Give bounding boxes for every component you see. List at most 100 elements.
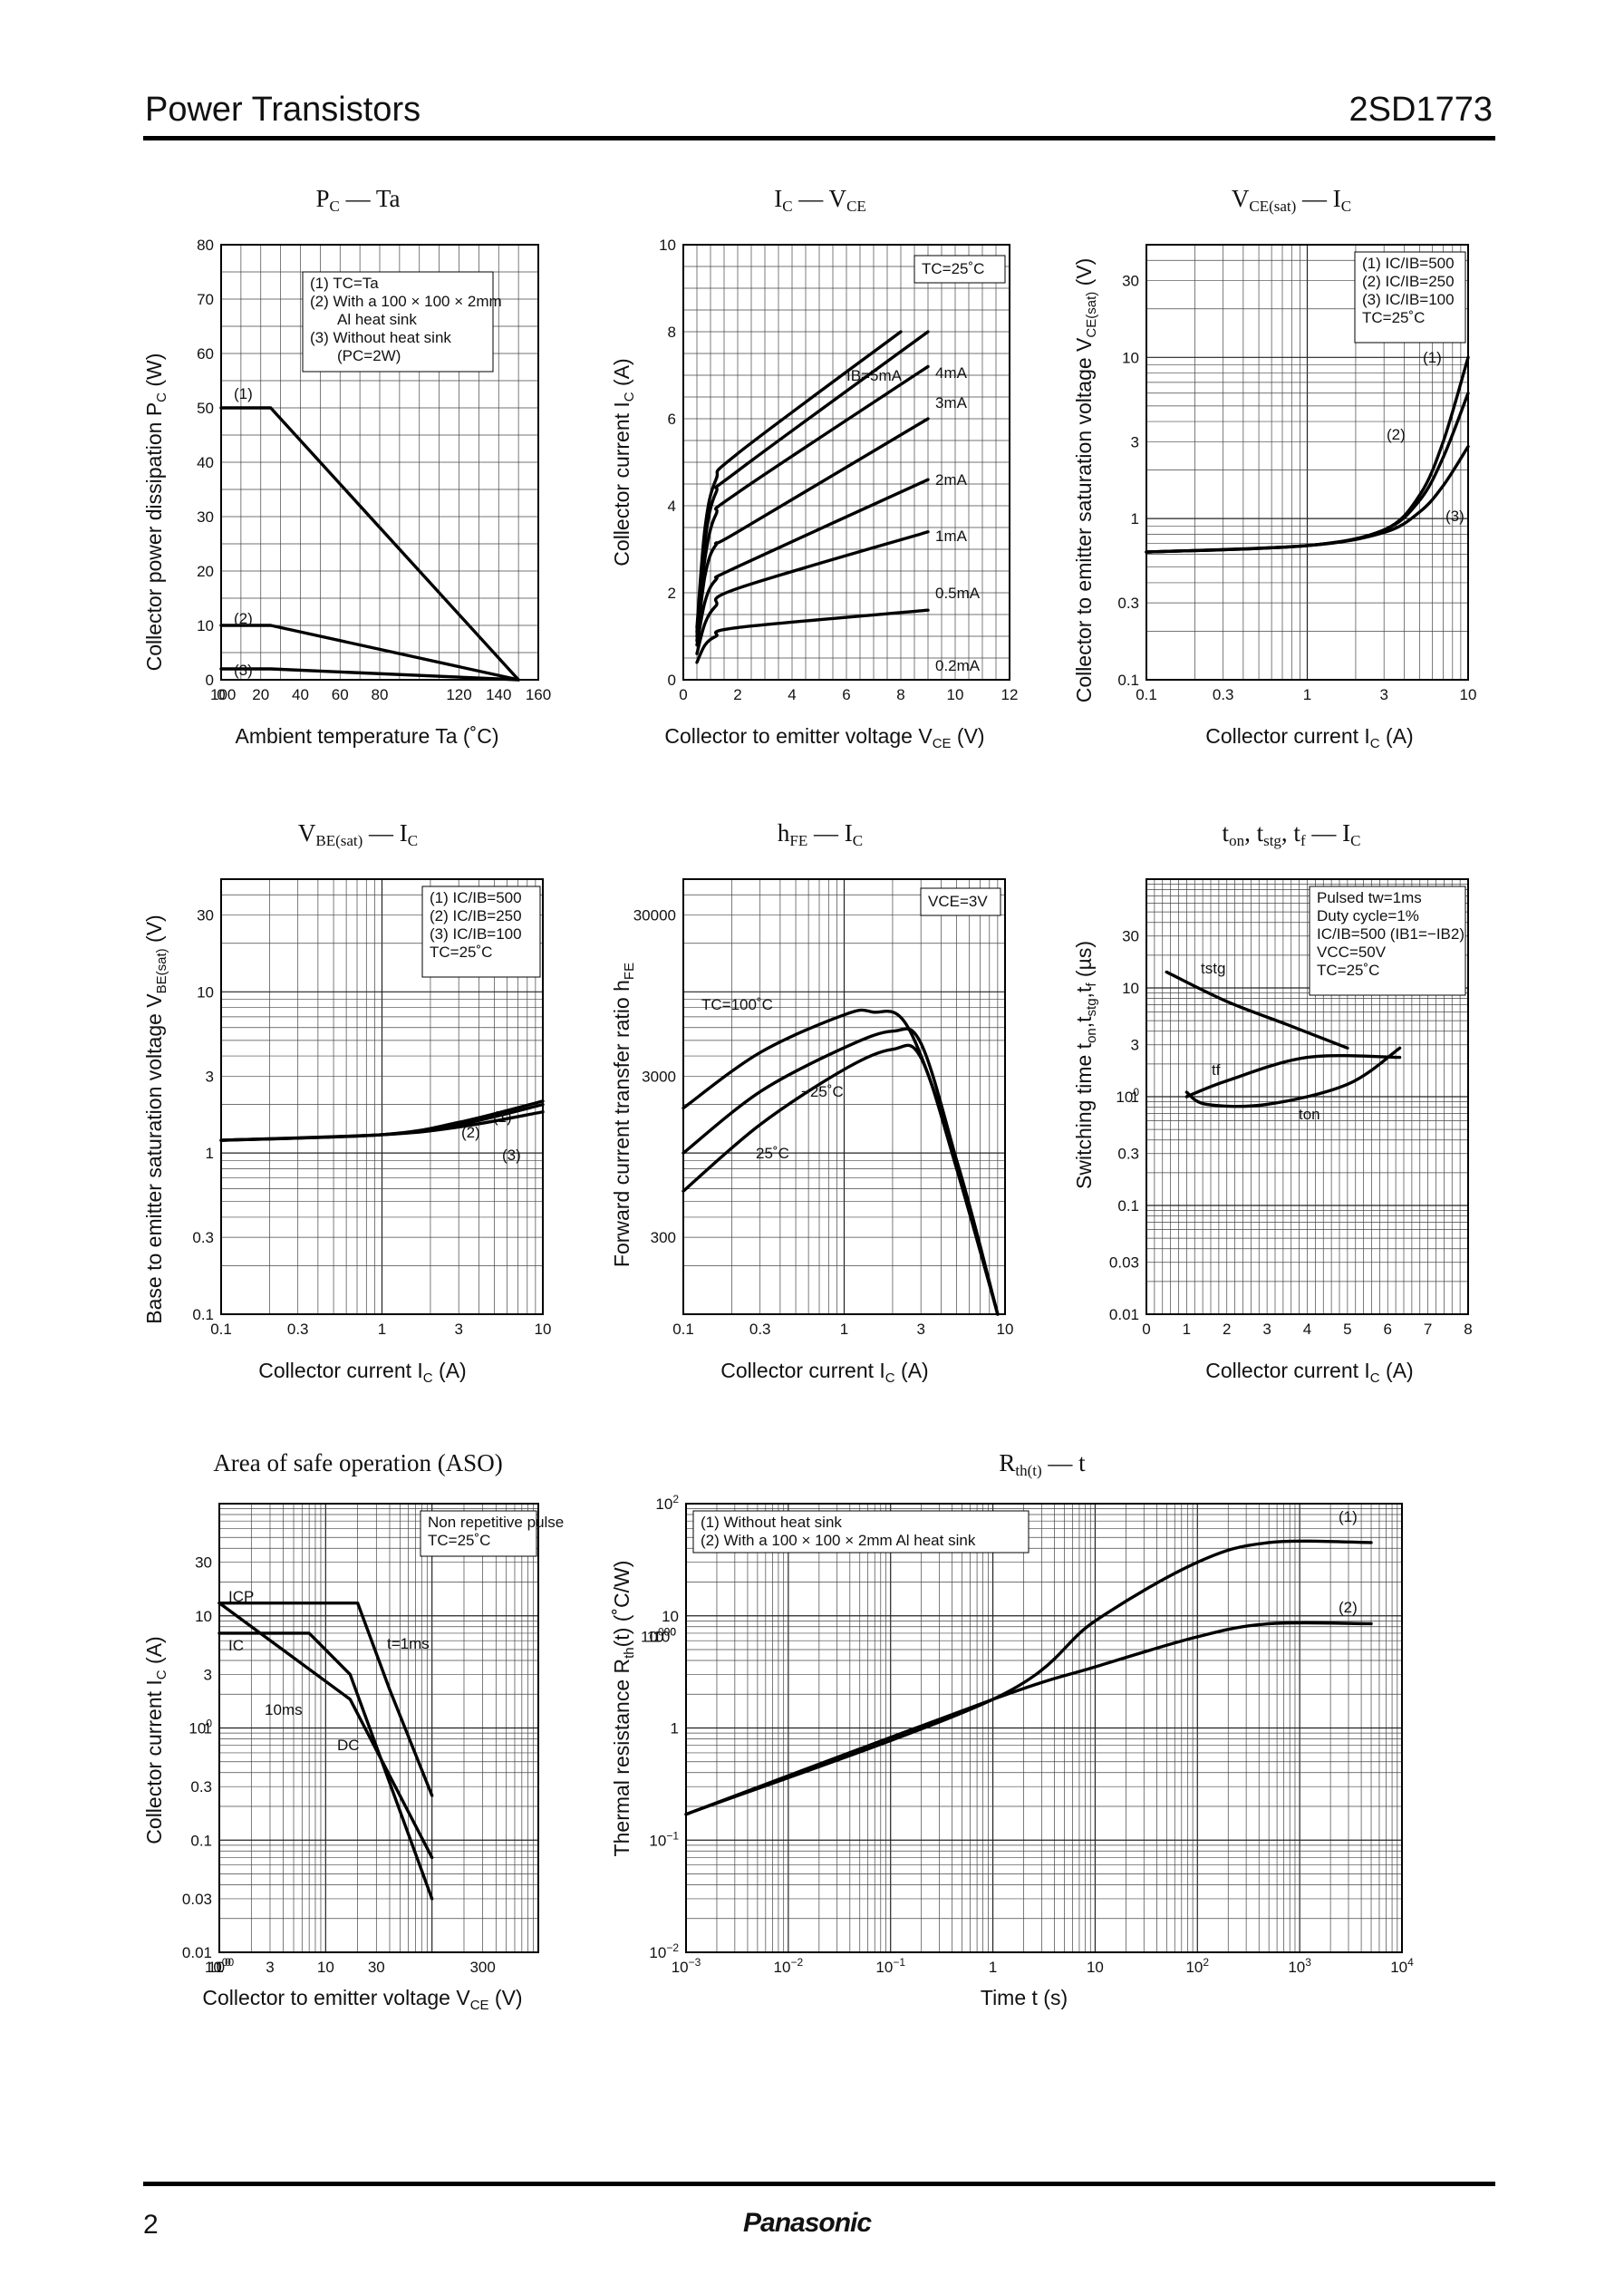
y-tick-label: 0.3: [190, 1778, 212, 1796]
y-tick-label: 30000: [633, 906, 676, 924]
legend-entry: TC=25˚C: [1317, 962, 1379, 979]
x-tick-label: 120: [446, 686, 471, 703]
legend-entry: Al heat sink: [337, 311, 417, 328]
header-left: Power Transistors: [145, 91, 421, 129]
series-label: (3): [234, 662, 253, 679]
series-line: [219, 624, 520, 682]
y-tick-label: 3: [204, 1666, 212, 1683]
header-right: 2SD1773: [1348, 91, 1493, 129]
y-tick-label: 3: [1131, 1037, 1139, 1054]
y-axis-label: Collector current IC (A): [610, 358, 637, 566]
series-line: [1145, 444, 1470, 554]
x-axis-label: Collector to emitter voltage VCE (V): [664, 724, 984, 751]
x-tick-label: 4: [788, 686, 796, 703]
page-number: 2: [143, 2210, 159, 2240]
x-tick-label: 1: [378, 1321, 386, 1338]
y-tick-label: 10: [1122, 980, 1139, 997]
series-line: [695, 364, 930, 638]
series-line: [218, 1601, 434, 1797]
x-tick-label: 103: [1288, 1956, 1311, 1976]
y-tick-label: 50: [197, 400, 214, 417]
y-tick-label: 3: [1131, 433, 1139, 450]
legend-entry: (2) With a 100 × 100 × 2mm Al heat sink: [701, 1532, 976, 1549]
tick-exponent: 0: [1133, 1086, 1139, 1099]
y-tick-label: 10: [1122, 349, 1139, 366]
series-line: [695, 330, 930, 634]
series-line: [1165, 970, 1349, 1050]
y-axis-label: Forward current transfer ratio hFE: [610, 963, 637, 1267]
legend-box: [1309, 886, 1466, 996]
tick-exponent: 0: [670, 1626, 676, 1639]
y-axis-label: Collector current IC (A): [142, 1636, 169, 1844]
x-tick-label: 0.1: [672, 1321, 694, 1338]
chart-title: Rth(t) — t: [999, 1449, 1086, 1479]
legend-entry: Duty cycle=1%: [1317, 907, 1419, 924]
x-tick-label: 10: [535, 1321, 552, 1338]
legend-entry: (2) IC/IB=250: [430, 907, 522, 924]
chart-title: VBE(sat) — IC: [298, 819, 418, 849]
series-line: [684, 1621, 1373, 1816]
chart-title: hFE — IC: [778, 819, 863, 849]
y-tick-label: 70: [197, 291, 214, 308]
y-tick-label: 0: [206, 672, 214, 689]
plot-frame: [220, 878, 544, 1315]
aso-label-10ms: 10ms: [265, 1701, 303, 1718]
y-tick-label: 0.01: [182, 1944, 212, 1961]
y-tick-label: 10: [197, 983, 214, 1001]
series-line: [695, 478, 930, 647]
x-tick-label: 6: [1384, 1321, 1392, 1338]
series-label: 0.2mA: [935, 657, 981, 674]
aso-label-1ms: t=1ms: [387, 1635, 430, 1652]
x-tick-label: 0.3: [749, 1321, 771, 1338]
y-tick-label: 0.3: [1117, 595, 1139, 612]
x-axis-label: Collector current IC (A): [1205, 1359, 1413, 1386]
legend-entry: TC=25˚C: [430, 944, 492, 961]
x-tick-label: 10−3: [672, 1956, 701, 1976]
series-line: [218, 1601, 434, 1860]
footer-rule: [143, 2182, 1495, 2186]
tick-exponent: −2: [790, 1956, 803, 1969]
chart-vbesat-ic: VBE(sat) — IC 0.1 0.3 1 3 100.10.3131030(1)(…: [142, 819, 552, 1386]
x-tick-label: 0: [217, 686, 225, 703]
y-tick-label: 0.03: [1109, 1254, 1139, 1272]
chart-title: PC — Ta: [316, 185, 401, 215]
x-tick-label: 1: [1183, 1321, 1191, 1338]
y-tick-label: 6: [668, 411, 676, 428]
x-axis-label: Collector current IC (A): [258, 1359, 466, 1386]
y-tick-label: 0.1: [190, 1832, 212, 1849]
y-tick-label: 0.1: [1117, 672, 1139, 689]
series-label: (1): [1423, 349, 1442, 366]
tick-exponent: 000: [658, 1626, 676, 1639]
chart-title: Area of safe operation (ASO): [213, 1449, 502, 1476]
y-tick-label: 0.1: [1117, 1197, 1139, 1215]
x-tick-label: 2: [733, 686, 741, 703]
series-line: [695, 417, 930, 643]
series-label: (2): [234, 610, 253, 627]
x-tick-label: 3: [916, 1321, 924, 1338]
series-line: [682, 1043, 1000, 1316]
series-label: (1): [1339, 1508, 1358, 1525]
y-tick-label: 2: [668, 585, 676, 602]
tick-exponent: 2: [672, 1493, 679, 1505]
x-tick-label: 3: [1379, 686, 1387, 703]
series-label: 25˚C: [756, 1145, 789, 1162]
legend-box: [420, 1510, 537, 1557]
plot-frame: [220, 244, 539, 681]
y-tick-label: 0.3: [1117, 1146, 1139, 1163]
series-label: 0.5mA: [935, 585, 981, 602]
y-tick-label: 30: [197, 906, 214, 924]
chart-vcesat-ic: VCE(sat) — IC 0.1 0.3 1 3 10 0.1 0.3 1 3 10 30 (1) (…: [1072, 185, 1476, 751]
plot-frame: [1146, 878, 1469, 1315]
y-tick-label: 40: [197, 454, 214, 471]
x-tick-label: 104: [1390, 1956, 1414, 1976]
x-axis-label: Time t (s): [981, 1986, 1068, 2009]
x-tick-label: 4: [1303, 1321, 1311, 1338]
series-label: TC=100˚C: [701, 996, 773, 1013]
x-tick-label: 1: [215, 1959, 223, 1976]
tick-exponent: 00: [222, 1956, 235, 1969]
y-tick-label: 0.03: [182, 1891, 212, 1908]
series-line: [695, 608, 930, 664]
x-tick-label: 1: [840, 1321, 848, 1338]
note-box: [920, 887, 1001, 916]
series-label: −25˚C: [801, 1083, 844, 1100]
